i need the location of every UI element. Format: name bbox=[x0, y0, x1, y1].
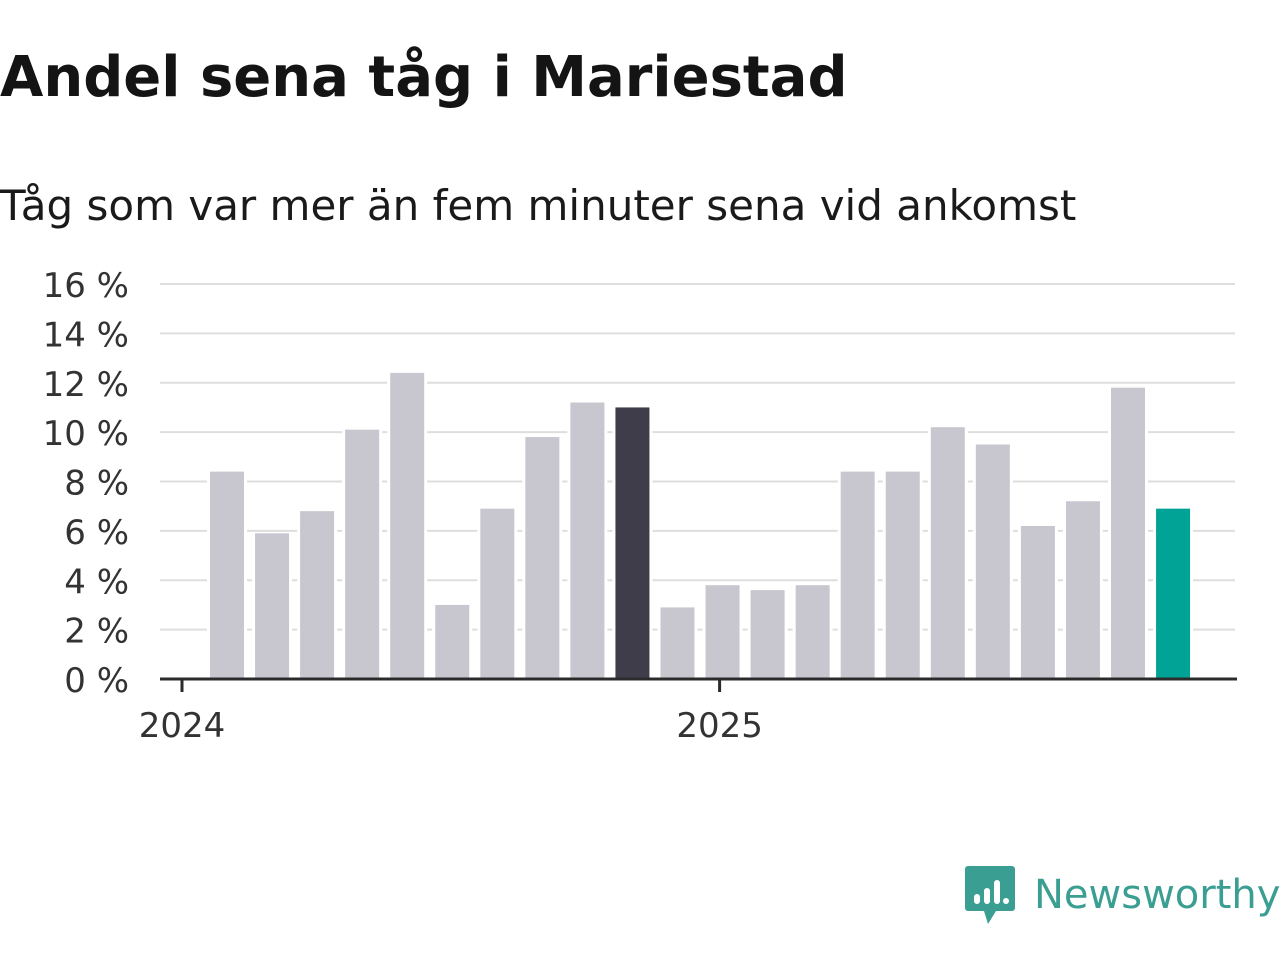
bars bbox=[207, 372, 1194, 679]
y-tick-label: 0 % bbox=[64, 661, 129, 701]
brand-logo: Newsworthy bbox=[964, 864, 1280, 926]
bar-2024-12 bbox=[705, 585, 740, 679]
bar-2024-11 bbox=[660, 607, 695, 679]
brand-name: Newsworthy bbox=[1034, 872, 1280, 918]
bar-2025-10 bbox=[1156, 508, 1191, 679]
bar-chart: 0 % 2 % 4 % 6 % 8 % 10 % 12 % 14 % 16 % 2024 2025 bbox=[43, 266, 1237, 746]
chart-title: Andel sena tåg i Mariestad bbox=[0, 45, 848, 110]
x-axis-ticks: 2024 2025 bbox=[139, 679, 763, 746]
x-tick-label: 2024 bbox=[139, 706, 226, 746]
bar-2025-01 bbox=[750, 590, 785, 679]
bar-2025-08 bbox=[1065, 501, 1100, 679]
bar-2025-04 bbox=[885, 471, 920, 679]
bar-2025-03 bbox=[840, 471, 875, 679]
bar-2024-10 bbox=[615, 407, 650, 679]
bar-2025-07 bbox=[1020, 525, 1055, 679]
bar-2024-01 bbox=[210, 471, 244, 679]
x-tick-label: 2025 bbox=[676, 706, 763, 746]
bar-2025-02 bbox=[795, 585, 830, 679]
y-tick-label: 8 % bbox=[64, 464, 129, 504]
bar-2025-09 bbox=[1111, 387, 1145, 679]
chart-subtitle: Tåg som var mer än fem minuter sena vid … bbox=[0, 181, 1077, 230]
bar-2025-06 bbox=[975, 444, 1010, 679]
bar-2024-07 bbox=[480, 508, 515, 679]
y-tick-label: 12 % bbox=[43, 365, 129, 405]
y-tick-label: 16 % bbox=[43, 266, 129, 306]
bar-2024-09 bbox=[570, 402, 605, 679]
y-tick-label: 4 % bbox=[64, 562, 129, 602]
bar-2025-05 bbox=[930, 427, 965, 679]
y-axis-ticks: 0 % 2 % 4 % 6 % 8 % 10 % 12 % 14 % 16 % bbox=[43, 266, 129, 701]
newsworthy-logo-icon bbox=[965, 866, 1015, 924]
y-tick-label: 10 % bbox=[43, 414, 129, 454]
bar-2024-02 bbox=[255, 533, 290, 679]
bar-2024-05 bbox=[390, 372, 425, 679]
bar-2024-08 bbox=[525, 437, 560, 679]
y-tick-label: 2 % bbox=[64, 612, 129, 652]
bar-2024-03 bbox=[300, 511, 335, 679]
y-tick-label: 14 % bbox=[43, 315, 129, 355]
y-tick-label: 6 % bbox=[64, 513, 129, 553]
bar-2024-04 bbox=[345, 429, 380, 679]
grid-lines bbox=[160, 283, 1235, 631]
bar-2024-06 bbox=[435, 604, 470, 679]
